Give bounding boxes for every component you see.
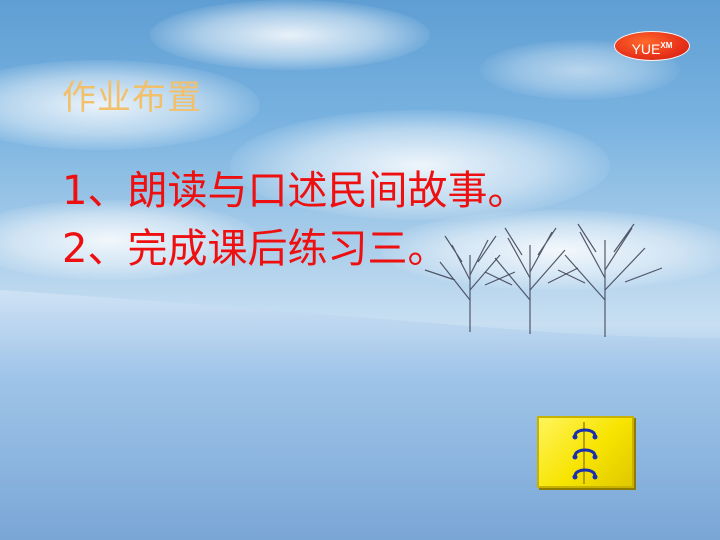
cloud [0,200,260,280]
brand-logo-badge: YUEXM [614,31,690,61]
notebook-icon [572,428,598,480]
slide-title: 作业布置 [62,78,202,118]
homework-item-2: 2、完成课后练习三。 [62,226,448,272]
logo-text: YUE [631,41,661,57]
tree [484,227,579,334]
cloud [0,60,260,150]
cloud [380,210,720,290]
homework-item-1: 1、朗读与口述民间故事。 [62,168,528,214]
tree [557,223,663,337]
logo-superscript: XM [660,41,673,50]
notebook-spine [583,422,585,484]
cloud [150,0,430,70]
notebook-button[interactable] [537,416,634,488]
homework-list: 1、朗读与口述民间故事。 2、完成课后练习三。 [62,162,532,278]
cloud [230,110,610,220]
